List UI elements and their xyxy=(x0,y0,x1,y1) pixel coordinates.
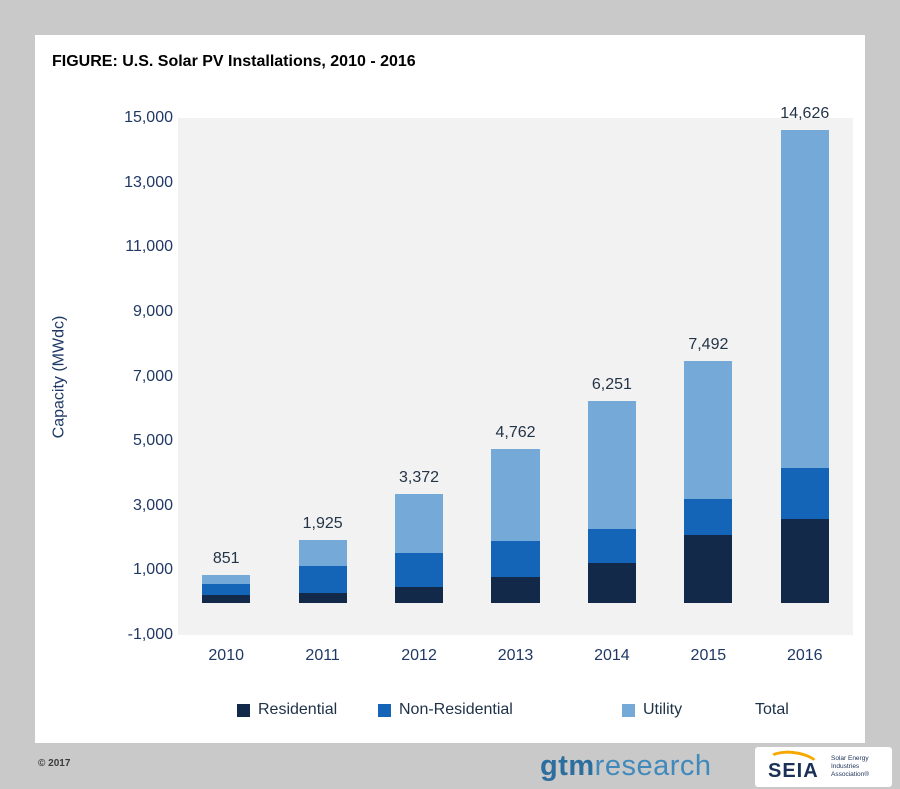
y-tick-label-13000: 13,000 xyxy=(124,173,173,191)
y-tick-label-1000: 1,000 xyxy=(132,561,173,579)
bar-segment-utility-2011 xyxy=(298,540,347,567)
y-axis-title-text: Capacity (MWdc) xyxy=(50,315,67,438)
bar-segment-utility-2016 xyxy=(780,130,829,468)
legend-item-non-residential: Non-Residential xyxy=(378,701,513,719)
y-axis-title: Capacity (MWdc) xyxy=(47,118,71,635)
bar-segment-utility-2015 xyxy=(684,360,733,500)
seia-name: SEIA xyxy=(768,760,819,782)
seia-logo: SEIA Solar Energy Industries Association… xyxy=(755,747,892,787)
legend-swatch-non-residential xyxy=(378,703,391,717)
bar-segment-non-residential-2014 xyxy=(587,529,637,563)
plot-area: 851 1,925 3,372 4,762 6,251 7,492 14,626 xyxy=(178,105,853,635)
y-tick-label-3000: 3,000 xyxy=(132,496,173,514)
bar-segment-residential-2015 xyxy=(684,534,733,603)
y-tick-label-5000: 5,000 xyxy=(132,432,173,450)
bar-segment-residential-2014 xyxy=(587,562,637,603)
bar-total-label-2013: 4,762 xyxy=(495,423,536,441)
y-axis: 15,000 13,000 11,000 9,000 7,000 5,000 3,000 1,… xyxy=(75,109,173,643)
x-tick-label-2010: 2010 xyxy=(208,647,244,664)
bar-total-label-2011: 1,925 xyxy=(302,515,343,533)
legend-label-non-residential: Non-Residential xyxy=(399,701,513,718)
bar-segment-non-residential-2013 xyxy=(491,541,540,578)
seia-tagline-line: Association® xyxy=(831,771,870,779)
gtm-research-logo: gtmresearch xyxy=(540,750,712,783)
bar-total-label-2015: 7,492 xyxy=(688,335,729,353)
bar-total-label-2014: 6,251 xyxy=(591,375,632,393)
legend-swatch-residential xyxy=(237,703,250,717)
y-tick-label-11000: 11,000 xyxy=(125,238,173,256)
bar-segment-residential-2013 xyxy=(491,577,540,603)
bar-total-label-2012: 3,372 xyxy=(399,468,440,486)
seia-tagline: Solar Energy Industries Association® xyxy=(831,755,869,779)
bar-segment-residential-2011 xyxy=(298,593,347,603)
x-tick-label-2015: 2015 xyxy=(690,647,727,664)
x-tick-label-2011: 2011 xyxy=(305,647,340,664)
seia-tagline-line: Solar Energy xyxy=(831,754,869,762)
legend: Residential Non-Residential Utility Tota… xyxy=(35,701,865,723)
x-axis: 2010 2011 2012 2013 2014 2015 2016 xyxy=(178,647,853,669)
x-tick-label-2013: 2013 xyxy=(497,647,534,664)
legend-swatch-utility xyxy=(622,703,635,717)
y-tick-label-9000: 9,000 xyxy=(132,302,173,320)
bar-segment-non-residential-2011 xyxy=(298,566,347,594)
bar-total-label-2016: 14,626 xyxy=(780,105,830,123)
bar-segment-non-residential-2016 xyxy=(780,467,829,520)
bar-segment-non-residential-2015 xyxy=(684,499,733,535)
bar-segment-utility-2014 xyxy=(587,400,637,530)
bar-total-label-2010: 851 xyxy=(212,550,240,568)
y-tick-label-15000: 15,000 xyxy=(124,109,173,126)
gtm-logo-research: research xyxy=(594,750,712,782)
legend-label-utility: Utility xyxy=(643,701,683,718)
x-tick-label-2016: 2016 xyxy=(786,647,823,664)
bar-segment-non-residential-2012 xyxy=(394,553,444,587)
gtm-logo-gtm: gtm xyxy=(540,750,595,782)
legend-item-total: Total xyxy=(755,701,789,719)
bar-segment-residential-2012 xyxy=(394,586,444,603)
legend-label-total: Total xyxy=(755,701,789,718)
legend-label-residential: Residential xyxy=(258,701,338,718)
x-tick-label-2014: 2014 xyxy=(594,647,630,664)
y-tick-label--1000: -1,000 xyxy=(127,626,173,643)
chart-title: FIGURE: U.S. Solar PV Installations, 201… xyxy=(52,53,416,70)
bar-segment-utility-2013 xyxy=(491,448,540,542)
y-tick-label-7000: 7,000 xyxy=(132,367,173,385)
seia-tagline-line: Industries xyxy=(831,762,860,770)
bar-segment-utility-2012 xyxy=(394,493,444,554)
bar-segment-residential-2016 xyxy=(780,519,829,603)
bar-segment-residential-2010 xyxy=(202,594,251,603)
bar-segment-non-residential-2010 xyxy=(202,583,251,595)
x-tick-label-2012: 2012 xyxy=(401,647,437,664)
bar-segment-utility-2010 xyxy=(202,575,251,584)
legend-item-utility: Utility xyxy=(622,701,682,719)
seia-mark: SEIA xyxy=(762,747,824,784)
chart-card: FIGURE: U.S. Solar PV Installations, 201… xyxy=(35,35,865,743)
legend-item-residential: Residential xyxy=(237,701,337,719)
footer-copyright: © 2017 xyxy=(38,758,71,769)
